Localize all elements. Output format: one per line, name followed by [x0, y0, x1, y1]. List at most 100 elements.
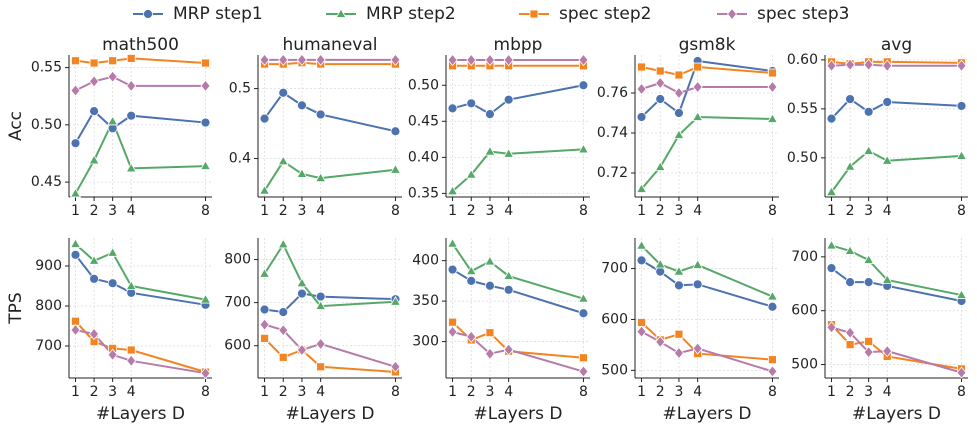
subplot-title: gsm8k — [679, 35, 736, 55]
marker — [863, 145, 875, 155]
marker — [107, 246, 119, 257]
marker — [70, 249, 81, 260]
x-tick-label: 2 — [279, 203, 288, 219]
marker — [315, 291, 326, 302]
marker — [956, 101, 967, 111]
marker — [882, 344, 893, 358]
x-tick-label: 2 — [846, 203, 855, 219]
marker — [390, 126, 401, 137]
marker — [956, 59, 967, 72]
marker — [485, 328, 495, 338]
y-tick-label: 0.60 — [787, 52, 818, 68]
marker — [70, 138, 81, 149]
marker — [579, 353, 588, 363]
marker — [882, 97, 893, 107]
marker — [826, 321, 837, 334]
y-tick-label: 700 — [601, 261, 628, 277]
marker — [673, 265, 685, 276]
y-tick-label: 800 — [35, 298, 62, 314]
marker — [845, 94, 855, 104]
marker — [447, 264, 458, 275]
marker — [259, 304, 270, 315]
y-tick-label: 0.72 — [597, 165, 628, 181]
marker — [108, 56, 118, 66]
y-tick-label: 600 — [791, 303, 818, 319]
y-tick-label: 500 — [601, 362, 628, 378]
legend-label: spec step2 — [559, 4, 651, 24]
subplot-title: math500 — [102, 35, 179, 55]
marker — [654, 258, 666, 269]
marker — [674, 70, 684, 80]
x-tick-label: 4 — [504, 384, 513, 400]
x-axis-label: #Layers D — [96, 404, 185, 424]
y-tick-label: 600 — [601, 311, 628, 327]
marker — [466, 53, 477, 67]
x-tick-label: 2 — [90, 203, 99, 219]
marker — [768, 355, 777, 365]
marker — [826, 59, 837, 72]
x-tick-label: 3 — [674, 203, 683, 219]
x-tick-label: 4 — [883, 384, 892, 400]
marker — [655, 266, 666, 277]
series-line — [830, 149, 962, 193]
x-tick-label: 1 — [827, 384, 836, 400]
marker — [89, 327, 100, 341]
marker — [637, 318, 646, 327]
marker — [70, 238, 81, 248]
x-tick-label: 1 — [71, 384, 80, 400]
marker — [126, 54, 136, 63]
marker — [200, 117, 211, 128]
marker — [389, 163, 401, 174]
marker — [503, 147, 515, 158]
marker — [674, 108, 684, 118]
marker — [882, 59, 893, 72]
x-tick-label: 8 — [768, 384, 777, 400]
y-tick-label: 300 — [412, 334, 439, 350]
x-tick-label: 8 — [201, 384, 210, 400]
x-tick-label: 4 — [883, 203, 892, 219]
y-tick-label: 0.5 — [229, 81, 251, 97]
x-tick-label: 1 — [71, 203, 80, 219]
marker — [636, 82, 647, 96]
y-tick-label: 900 — [35, 258, 62, 274]
marker — [956, 366, 967, 379]
marker — [956, 289, 967, 299]
marker — [201, 58, 210, 68]
x-tick-label: 1 — [637, 203, 646, 219]
series-line — [451, 148, 584, 192]
x-tick-label: 8 — [579, 203, 588, 219]
marker — [447, 237, 459, 248]
x-tick-label: 8 — [768, 203, 777, 219]
marker — [70, 323, 81, 337]
marker — [692, 259, 704, 269]
marker — [447, 185, 459, 196]
y-tick-label: 600 — [224, 338, 251, 354]
marker — [485, 109, 495, 120]
x-tick-label: 8 — [201, 203, 210, 219]
marker — [578, 53, 589, 67]
y-tick-label: 350 — [412, 293, 439, 309]
x-tick-label: 2 — [846, 384, 855, 400]
marker — [316, 362, 326, 372]
marker — [826, 186, 837, 197]
y-tick-label: 800 — [224, 252, 251, 268]
marker — [484, 53, 495, 67]
marker — [126, 110, 137, 121]
x-tick-label: 3 — [864, 384, 873, 400]
x-tick-label: 3 — [108, 384, 117, 400]
series-line — [74, 243, 206, 301]
y-tick-label: 700 — [224, 295, 251, 311]
marker — [200, 293, 211, 304]
marker — [578, 308, 589, 319]
marker — [864, 336, 874, 346]
marker — [881, 274, 893, 284]
y-tick-label: 0.50 — [787, 150, 818, 166]
marker — [766, 113, 778, 123]
x-axis-label: #Layers D — [663, 404, 752, 424]
marker — [577, 143, 589, 154]
marker — [767, 80, 778, 94]
marker — [577, 292, 589, 303]
marker — [70, 84, 81, 97]
marker — [863, 254, 875, 264]
